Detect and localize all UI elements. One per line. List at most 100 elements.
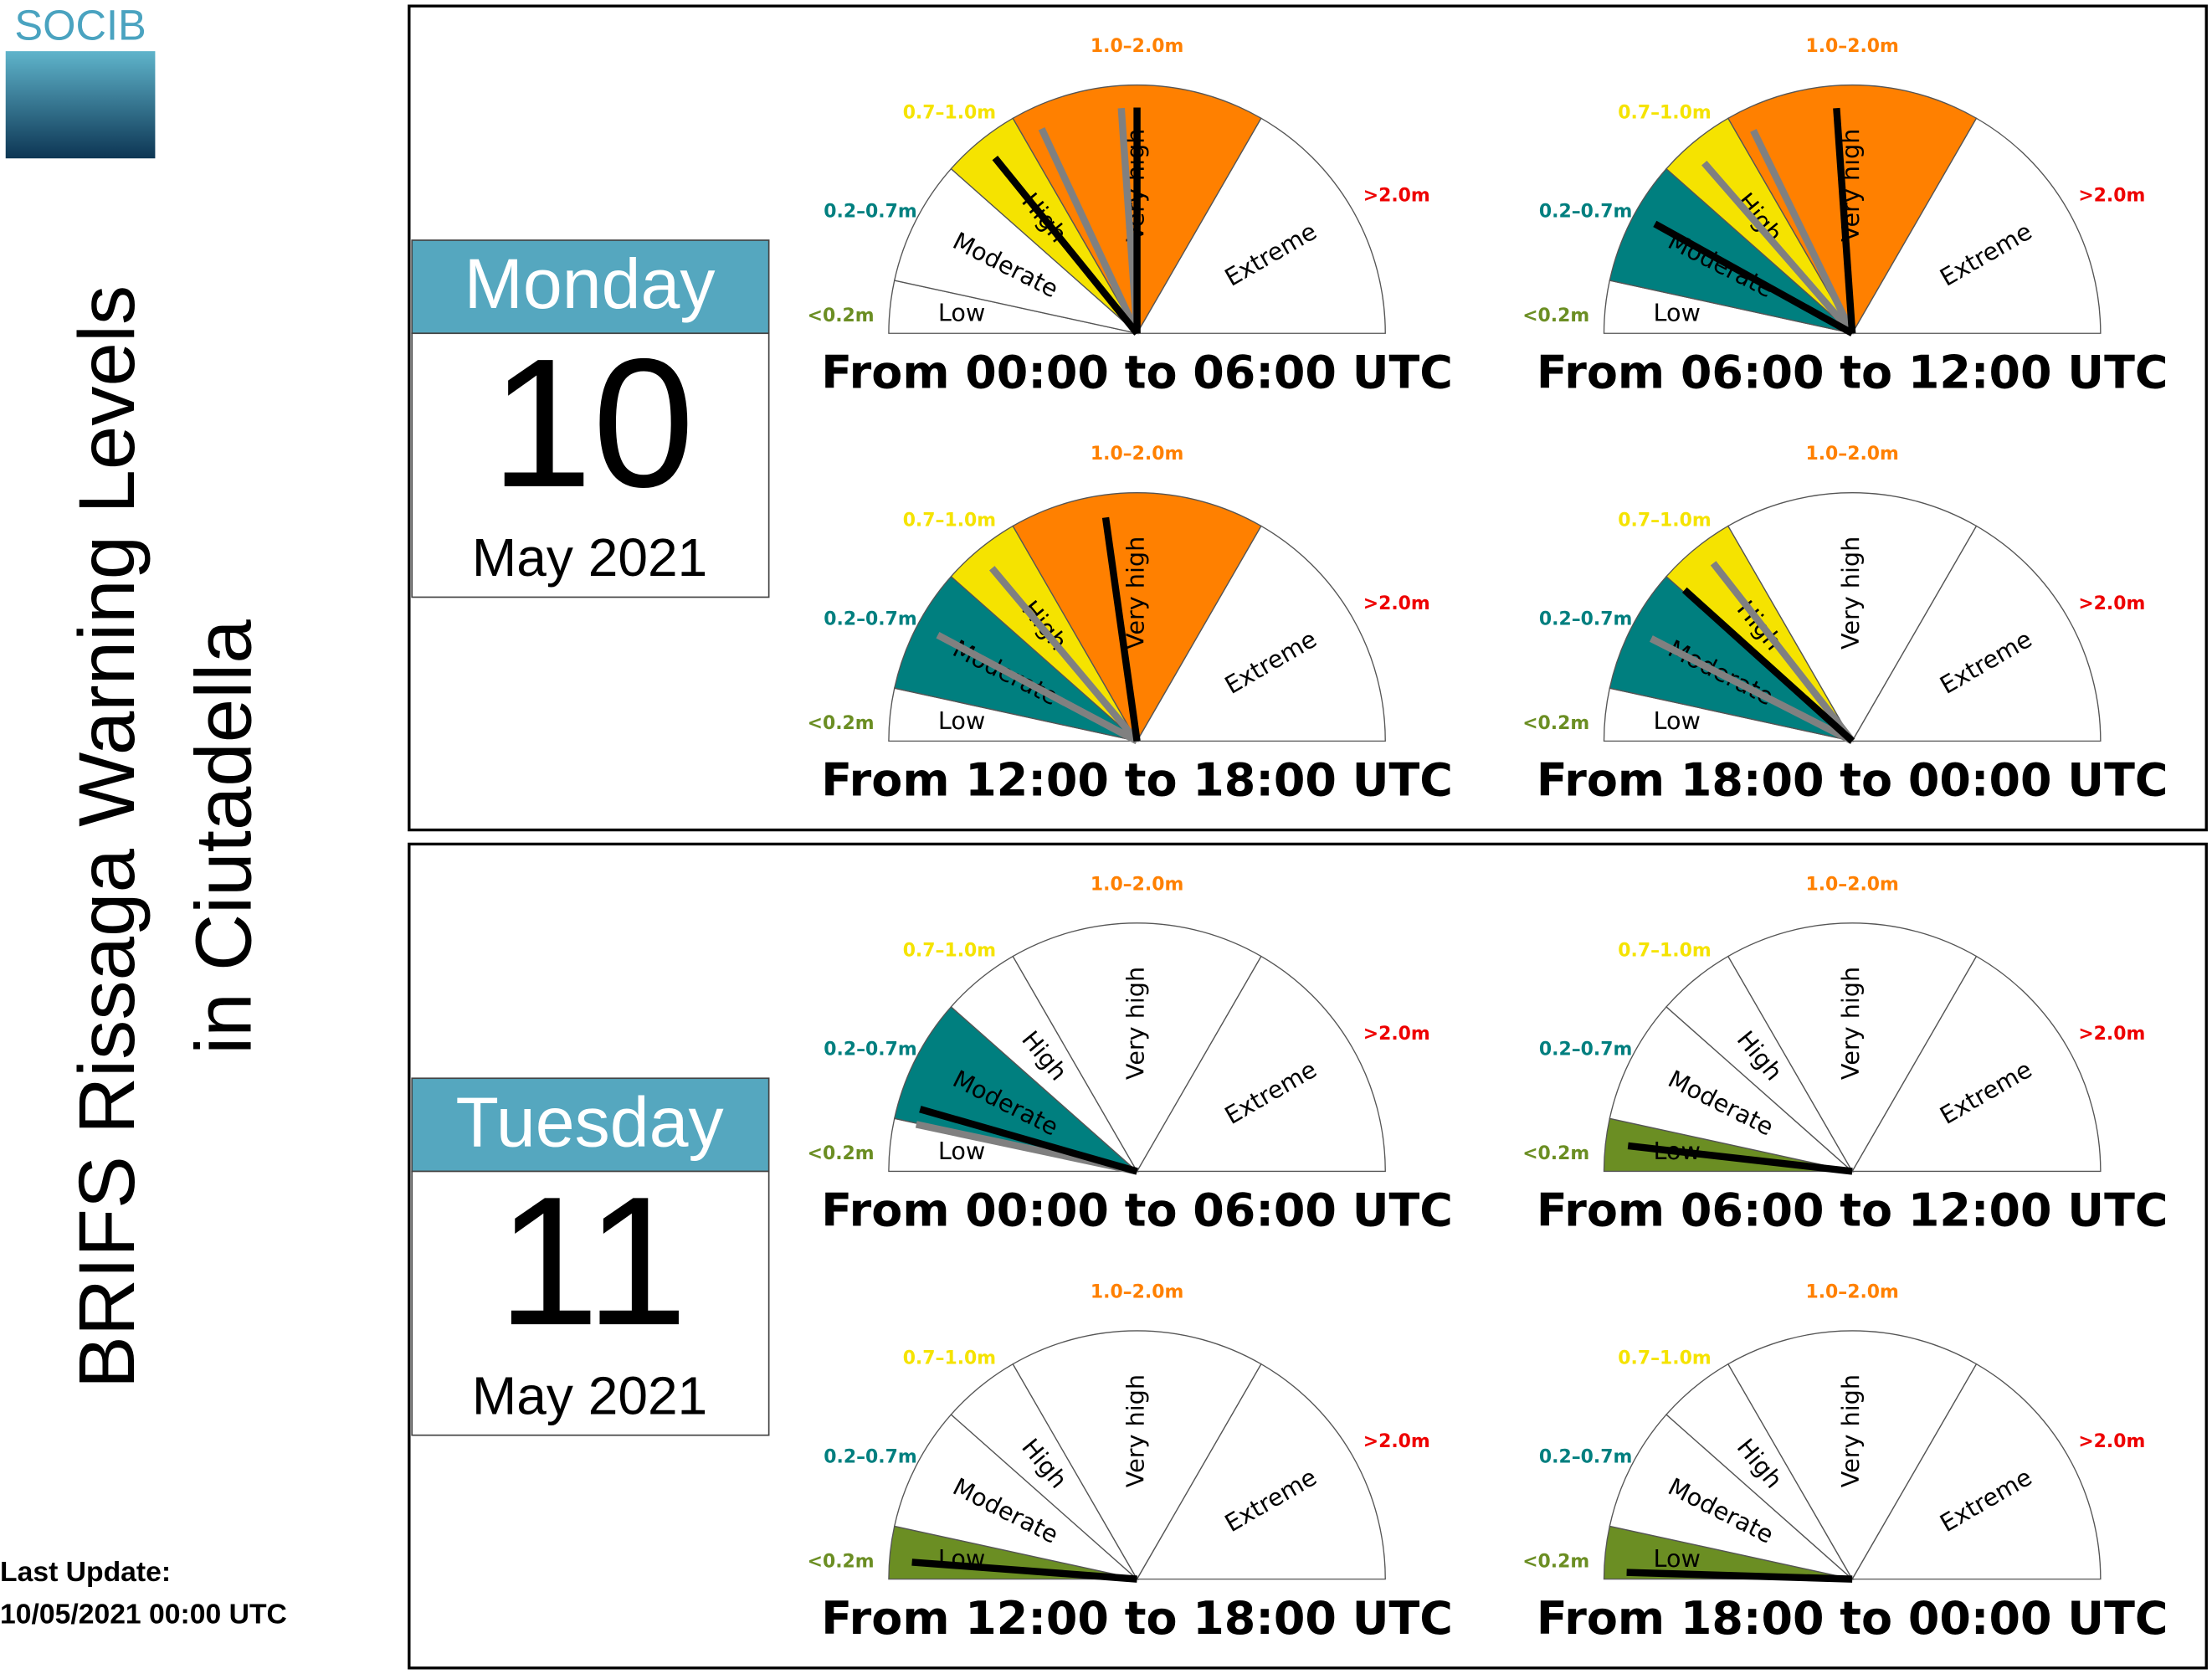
range-label: <0.2m	[1522, 1551, 1589, 1572]
gauge-sector	[1136, 1363, 1386, 1580]
range-label: >2.0m	[1363, 1431, 1430, 1452]
needle	[1038, 127, 1141, 336]
range-label: <0.2m	[808, 713, 875, 734]
gauge-sector	[1727, 922, 1978, 1173]
range-label: <0.2m	[1522, 1143, 1589, 1164]
gauge-sector	[1012, 492, 1262, 742]
gauge-sector	[1609, 1414, 1855, 1580]
gauge-sector	[1851, 117, 2102, 334]
sector-label: Low	[1653, 1544, 1700, 1573]
range-label: 1.0–2.0m	[1805, 874, 1898, 895]
range-label: 0.7–1.0m	[1618, 1348, 1711, 1369]
period-label: From 18:00 to 00:00 UTC	[1537, 1592, 2168, 1645]
range-label: >2.0m	[2078, 593, 2145, 614]
logo-text: SOCIB	[14, 2, 146, 49]
needle	[911, 1558, 1137, 1583]
range-label: 0.2–0.7m	[1539, 1447, 1632, 1468]
range-label: 0.2–0.7m	[1539, 608, 1632, 629]
range-label: 0.7–1.0m	[903, 510, 996, 531]
range-label: >2.0m	[2078, 1431, 2145, 1452]
range-label: 1.0–2.0m	[1091, 36, 1183, 57]
needle	[1750, 128, 1855, 336]
range-label: >2.0m	[1363, 593, 1430, 614]
gauge-sector	[893, 167, 1139, 335]
range-label: <0.2m	[808, 1551, 875, 1572]
range-label: 0.2–0.7m	[824, 608, 916, 629]
needle	[936, 632, 1139, 745]
range-label: <0.2m	[1522, 713, 1589, 734]
gauge-sector	[1609, 575, 1855, 742]
range-label: 1.0–2.0m	[1805, 1281, 1898, 1302]
card-body	[411, 332, 770, 598]
needle	[1833, 107, 1856, 334]
sector-label: Low	[1653, 706, 1700, 735]
day-number: 11	[497, 1159, 687, 1363]
needle	[1101, 516, 1141, 742]
sector-label: Very high	[1836, 1374, 1865, 1487]
needle	[992, 156, 1140, 336]
gauge-sector	[1136, 117, 1386, 334]
range-label: 0.2–0.7m	[1539, 1040, 1632, 1060]
gauge-sector	[1136, 525, 1386, 742]
title: BRIFS Rissaga Warning Levels	[64, 285, 151, 1389]
period-label: From 00:00 to 06:00 UTC	[821, 346, 1453, 398]
range-label: >2.0m	[1363, 186, 1430, 207]
needle	[919, 1106, 1138, 1175]
sector-label: Very high	[1836, 537, 1865, 650]
range-label: 1.0–2.0m	[1091, 1281, 1183, 1302]
last-update: 10/05/2021 00:00 UTC	[0, 1598, 287, 1630]
range-label: 1.0–2.0m	[1805, 444, 1898, 465]
card-header	[411, 1077, 770, 1173]
range-label: 1.0–2.0m	[1805, 36, 1898, 57]
day-number: 10	[490, 321, 695, 526]
gauge-sector	[1012, 922, 1262, 1173]
gauge-sector	[1012, 1330, 1262, 1580]
range-label: 0.7–1.0m	[903, 1348, 996, 1369]
gauge-sector	[1136, 955, 1386, 1173]
day-box	[408, 842, 2208, 1670]
range-label: <0.2m	[808, 1143, 875, 1164]
gauge-sector	[893, 575, 1139, 742]
range-label: 0.7–1.0m	[1618, 102, 1711, 123]
sector-label: Low	[938, 1137, 985, 1165]
range-label: 0.7–1.0m	[903, 102, 996, 123]
period-label: From 18:00 to 00:00 UTC	[1537, 754, 2168, 807]
range-label: 0.2–0.7m	[824, 1447, 916, 1468]
gauge-sector	[1609, 167, 1855, 335]
needle	[1653, 220, 1855, 336]
period-label: From 12:00 to 18:00 UTC	[821, 754, 1453, 807]
needle	[1627, 1142, 1853, 1175]
range-label: <0.2m	[808, 306, 875, 326]
month: May 2021	[472, 527, 707, 588]
sector-label: Very high	[1121, 537, 1150, 650]
gauge-sector	[1851, 525, 2102, 742]
sector-label: Very high	[1121, 967, 1150, 1080]
sector-label: Low	[938, 299, 985, 327]
range-label: 0.7–1.0m	[903, 941, 996, 962]
needle	[1649, 635, 1855, 745]
title: in Ciutadella	[181, 619, 269, 1055]
logo-graphic	[5, 51, 156, 159]
range-label: 0.2–0.7m	[824, 201, 916, 222]
day-box	[408, 4, 2208, 832]
needle	[1681, 587, 1855, 744]
sector-label: Very high	[1836, 967, 1865, 1080]
weekday: Tuesday	[456, 1082, 724, 1161]
range-label: 0.7–1.0m	[1618, 510, 1711, 531]
needle	[1626, 1569, 1853, 1583]
last-update: Last Update:	[0, 1556, 171, 1588]
period-label: From 12:00 to 18:00 UTC	[821, 1592, 1453, 1645]
range-label: 0.7–1.0m	[1618, 941, 1711, 962]
gauge-sector	[1727, 84, 1978, 335]
sector-label: Very high	[1121, 1374, 1150, 1487]
period-label: From 06:00 to 12:00 UTC	[1537, 1184, 2168, 1237]
gauge-sector	[1851, 955, 2102, 1173]
sector-label: Low	[938, 706, 985, 735]
range-label: <0.2m	[1522, 306, 1589, 326]
range-label: 1.0–2.0m	[1091, 874, 1183, 895]
gauge-sector	[1851, 1363, 2102, 1580]
range-label: 0.2–0.7m	[824, 1040, 916, 1060]
sector-label: Low	[1653, 299, 1700, 327]
